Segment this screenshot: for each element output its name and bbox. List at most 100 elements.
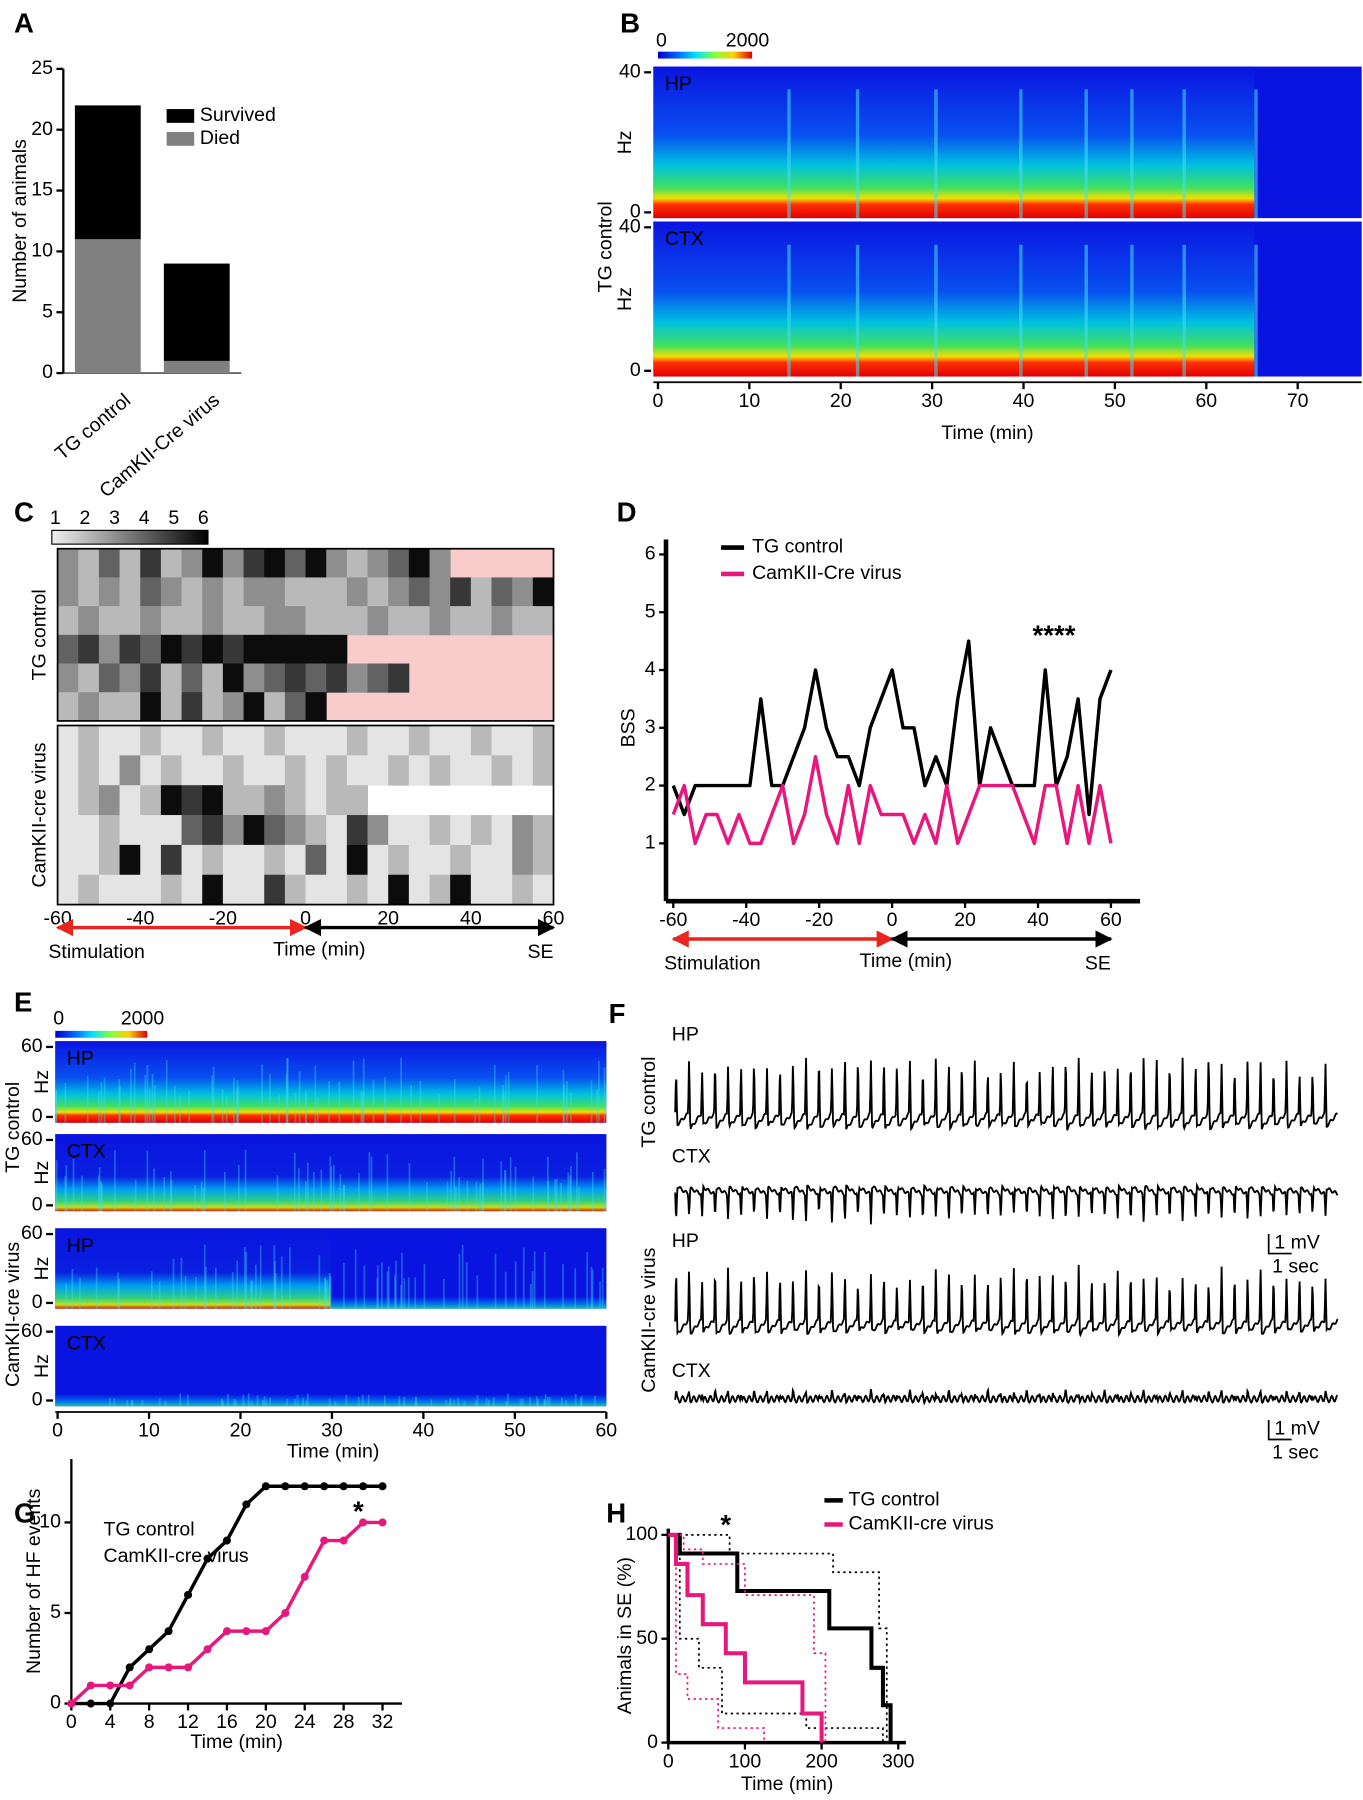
group-label: TG control [594,201,616,292]
heatmap-cell [160,785,183,816]
x-tick-label: 30 [921,390,943,412]
spectral-streak [179,1393,182,1407]
heatmap-cell [470,844,492,876]
spectral-streak [410,1084,412,1123]
confidence-bound [668,1533,884,1743]
x-tick-label: 60 [595,1420,617,1442]
heatmap-cell [346,548,368,578]
panel-label: HP [665,73,692,95]
heatmap-cell [532,577,554,607]
spectral-streak [376,1277,379,1309]
heatmap-cell [140,725,162,756]
x-tick-label: 24 [294,1711,316,1733]
x-tick-label: 0 [52,1420,63,1442]
spectral-streak [487,1400,490,1407]
heatmap-cell [264,577,286,607]
x-tick-label: -40 [732,909,760,931]
spectral-streak [324,1277,327,1309]
heatmap-cell [181,725,203,756]
panel-letter: C [14,497,34,528]
group-label: TG control [29,589,51,680]
spectral-streak [532,1176,535,1212]
heatmap-cell [222,874,245,906]
heatmap-cell [119,755,141,786]
heatmap-cell [160,815,183,846]
heatmap-cell [98,815,121,846]
y-tick-label: 20 [31,118,53,140]
spectral-streak [1254,244,1258,377]
legend-label: CamKII-cre virus [849,1513,994,1535]
heatmap-cell [532,725,554,756]
spectral-streak [316,1097,319,1123]
spectral-streak [274,1273,277,1309]
heatmap-cell [284,548,307,578]
x-tick-label: 10 [138,1420,160,1442]
spectral-streak [251,1281,253,1309]
x-tick-label: 30 [321,1420,343,1442]
spectral-streak [273,1245,276,1309]
spectral-streak [426,1182,428,1212]
spectrogram [55,1228,331,1309]
spectral-streak [1019,89,1023,219]
heatmap-cell [284,815,307,846]
spectral-streak [358,1173,360,1212]
heatmap-cell [346,577,368,607]
heatmap-cell [326,725,348,756]
spectral-streak [236,1091,238,1123]
spectral-streak [372,1079,375,1123]
heatmap-cell [264,606,286,636]
spectral-streak [235,1399,237,1407]
point [339,1482,348,1491]
x-tick-label: 100 [729,1750,762,1772]
spectral-streak [261,1064,263,1123]
heatmap-cell [160,548,183,578]
spectral-streak [576,1152,578,1212]
colorbar-tick-label: 5 [168,507,179,529]
heatmap-cell [264,785,286,816]
spectral-streak [65,1283,68,1309]
heatmap-cell [140,606,162,636]
spectral-streak [289,1247,291,1309]
bar-segment [74,239,141,374]
y-tick-label: 60 [21,1128,43,1150]
heatmap-cell [243,548,265,578]
x-axis-label: Time (min) [941,422,1033,444]
y-tick-label: 60 [21,1320,43,1342]
spectral-streak [479,1183,482,1212]
heatmap-cell [160,634,183,664]
spectral-streak [236,1080,239,1123]
heatmap-cell [119,548,141,578]
heatmap-cell [326,663,348,693]
spectral-streak [492,1397,495,1407]
heatmap-cell [305,548,327,578]
panel-label: HP [67,1048,94,1070]
heatmap-cell [98,844,121,876]
heatmap-cell [98,606,121,636]
spectral-streak [286,1058,289,1123]
x-axis-label: Time (min) [287,1440,379,1462]
point [281,1608,290,1618]
heatmap-cell [264,844,286,876]
heatmap-cell [346,874,368,906]
x-tick-label: 20 [830,390,852,412]
panel-letter: A [14,8,34,39]
heatmap-cell [429,815,451,846]
point [222,1536,231,1545]
spectral-streak [529,1283,532,1309]
spectral-streak [98,1091,100,1123]
heatmap-cell [264,692,286,722]
heatmap-cell [429,755,451,786]
y-tick-label: 5 [42,300,53,322]
spectral-streak [269,1397,271,1407]
heatmap-cell [388,815,410,846]
heatmap-cell [388,548,410,578]
heatmap-cell [140,663,162,693]
heatmap-cell [160,692,183,722]
spectral-streak [543,1401,546,1407]
x-tick-label: 16 [216,1711,238,1733]
spectral-streak [286,1058,289,1123]
spectral-streak [531,1271,534,1309]
spectral-streak [354,1249,357,1309]
spectral-streak [158,1398,161,1407]
